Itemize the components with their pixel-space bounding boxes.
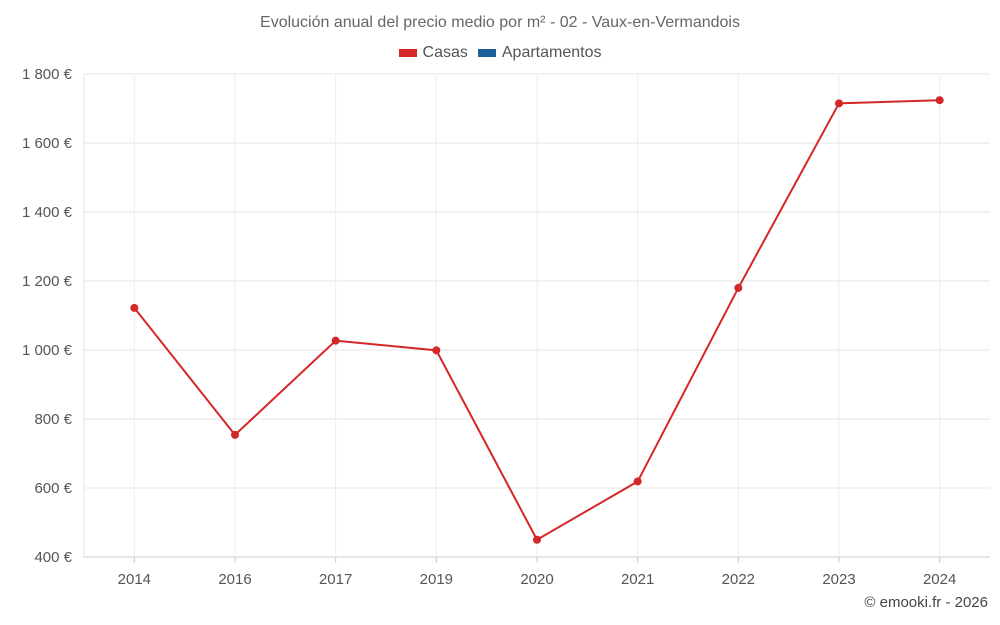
legend: Casas Apartamentos	[0, 44, 1000, 62]
y-tick-label: 1 000 €	[22, 342, 73, 359]
x-tick-label: 2023	[822, 571, 855, 588]
y-tick-label: 1 800 €	[22, 66, 73, 83]
chart-title: Evolución anual del precio medio por m² …	[260, 14, 740, 31]
data-point	[935, 96, 944, 105]
data-point	[231, 430, 239, 439]
x-tick-label: 2024	[923, 571, 956, 588]
y-tick-label: 1 200 €	[22, 273, 73, 290]
legend-label-apartamentos: Apartamentos	[501, 44, 602, 61]
y-tick-label: 600 €	[34, 480, 72, 497]
y-tick-label: 1 400 €	[22, 204, 73, 221]
legend-swatch-apartamentos	[477, 49, 496, 57]
credit-text: © emooki.fr - 2026	[864, 594, 988, 611]
x-tick-label: 2022	[722, 571, 755, 588]
x-tick-label: 2014	[118, 571, 151, 588]
y-tick-label: 400 €	[34, 549, 72, 566]
x-tick-label: 2019	[420, 571, 453, 588]
y-tick-label: 800 €	[34, 411, 72, 428]
data-point	[533, 535, 541, 544]
legend-label-casas: Casas	[422, 44, 468, 61]
data-point	[130, 303, 139, 312]
x-tick-label: 2020	[520, 571, 553, 588]
legend-swatch-casas	[398, 49, 417, 57]
data-point	[734, 283, 743, 292]
x-tick-label: 2016	[218, 571, 251, 588]
x-tick-label: 2021	[621, 571, 654, 588]
legend-item-casas[interactable]: Casas	[398, 44, 468, 62]
data-point	[835, 99, 843, 108]
data-point	[331, 336, 340, 345]
legend-item-apartamentos[interactable]: Apartamentos	[477, 44, 602, 62]
y-tick-label: 1 600 €	[22, 135, 73, 152]
x-tick-label: 2017	[319, 571, 352, 588]
data-point	[633, 477, 642, 486]
data-point	[432, 346, 441, 355]
